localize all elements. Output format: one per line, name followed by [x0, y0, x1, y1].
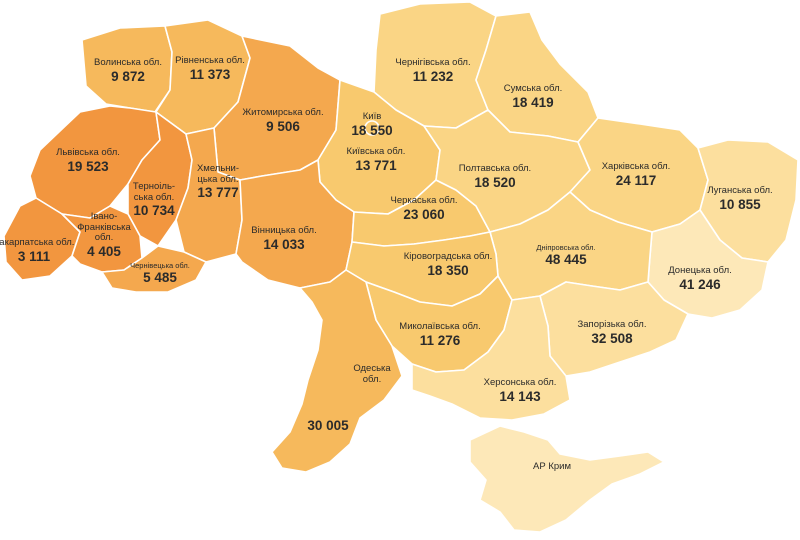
region-value: 41 246: [679, 276, 721, 292]
label-ternopil: Терноіль-ська обл. 10 734: [124, 181, 184, 219]
region-name: Терноіль-ська обл.: [132, 181, 176, 203]
region-khmelnytskyi[interactable]: [175, 127, 243, 263]
region-name: Донецька обл.: [668, 265, 732, 276]
region-value: 13 771: [355, 157, 397, 173]
label-lviv: Львівська обл. 19 523: [56, 147, 120, 174]
label-kherson: Херсонська обл. 14 143: [483, 377, 557, 404]
label-sumy: Сумська обл. 18 419: [503, 83, 563, 110]
region-value: 13 777: [197, 185, 239, 201]
label-chernihiv: Чернігівська обл. 11 232: [395, 57, 471, 84]
region-crimea[interactable]: [469, 425, 665, 533]
region-luhansk[interactable]: [697, 139, 799, 263]
label-crimea: АР Крим: [533, 461, 571, 473]
region-name: Хмельни-цька обл.: [196, 163, 240, 185]
region-name: Сумська обл.: [503, 83, 563, 94]
region-name: Одеська обл.: [353, 363, 391, 385]
label-zhytomyr: Житомирська обл. 9 506: [242, 107, 324, 134]
region-zakarpattia[interactable]: [3, 197, 81, 281]
region-name: Харківська обл.: [601, 161, 671, 172]
region-name: Львівська обл.: [56, 147, 120, 158]
label-zaporizhzhia: Запорізька обл. 32 508: [577, 319, 647, 346]
region-value: 18 419: [512, 94, 554, 110]
region-name: Чернігівська обл.: [395, 57, 471, 68]
label-mykolaiv: Миколаївська обл. 11 276: [399, 321, 481, 348]
label-kirovohrad: Кіровоградська обл. 18 350: [403, 251, 493, 278]
region-value: 11 373: [189, 66, 231, 82]
region-name: Волинська обл.: [94, 57, 162, 68]
label-poltava: Полтавська обл. 18 520: [458, 163, 532, 190]
region-value: 23 060: [403, 206, 445, 222]
region-name: Чернівецька обл.: [130, 261, 190, 270]
region-value: 4 405: [87, 243, 121, 259]
region-value: 14 033: [263, 236, 305, 252]
label-odesa: Одеська обл.: [352, 363, 392, 385]
label-kyiv-city: Київ 18 550: [351, 111, 393, 138]
region-name: Запорізька обл.: [577, 319, 647, 330]
label-zakarpattia: Закарпатська обл. 3 111: [0, 237, 75, 264]
region-value: 18 520: [474, 174, 516, 190]
region-value: 3 111: [17, 248, 51, 264]
region-value: 5 485: [143, 270, 177, 286]
label-chernivtsi: Чернівецька обл. 5 485: [130, 261, 190, 286]
region-value: 9 506: [266, 118, 300, 134]
region-name: Вінницька обл.: [251, 225, 317, 236]
region-value: 11 232: [412, 68, 454, 84]
region-value: 32 508: [591, 330, 633, 346]
label-dnipro: Дніпровська обл. 48 445: [536, 243, 596, 268]
label-ivano: Івано-Франківська обл. 4 405: [73, 211, 135, 259]
label-odesa-value: 30 005: [307, 418, 348, 433]
region-name: Черкаська обл.: [390, 195, 458, 206]
label-kharkiv: Харківська обл. 24 117: [601, 161, 671, 188]
region-name: Закарпатська обл.: [0, 237, 75, 248]
region-chernivtsi[interactable]: [101, 245, 207, 293]
label-luhansk: Луганська обл. 10 855: [707, 185, 773, 212]
region-name: Херсонська обл.: [483, 377, 557, 388]
region-name: Київська обл.: [346, 146, 406, 157]
label-rivne: Рівненська обл. 11 373: [175, 55, 245, 82]
region-name: Полтавська обл.: [458, 163, 532, 174]
region-value: 18 350: [427, 262, 469, 278]
region-value: 10 855: [719, 196, 761, 212]
region-value: 14 143: [499, 388, 541, 404]
region-odesa[interactable]: [271, 269, 403, 473]
region-value: 24 117: [615, 172, 657, 188]
region-name: Івано-Франківська обл.: [77, 211, 131, 244]
region-name: Миколаївська обл.: [399, 321, 481, 332]
region-value: 48 445: [545, 252, 587, 268]
region-value: 19 523: [67, 158, 109, 174]
region-name: АР Крим: [533, 461, 571, 472]
region-name: Житомирська обл.: [242, 107, 324, 118]
label-cherkasy: Черкаська обл. 23 060: [390, 195, 458, 222]
region-value: 9 872: [111, 68, 145, 84]
label-vinnytsia: Вінницька обл. 14 033: [251, 225, 317, 252]
region-name: Київ: [362, 111, 382, 122]
region-name: Кіровоградська обл.: [403, 251, 493, 262]
region-name: Луганська обл.: [707, 185, 773, 196]
label-kyiv-obl: Київська обл. 13 771: [346, 146, 406, 173]
label-volyn: Волинська обл. 9 872: [94, 57, 162, 84]
region-value: 18 550: [351, 122, 393, 138]
region-kherson[interactable]: [411, 295, 571, 421]
region-value: 10 734: [133, 203, 175, 219]
region-kyiv-city[interactable]: [364, 120, 380, 136]
label-donetsk: Донецька обл. 41 246: [668, 265, 732, 292]
region-value: 30 005: [307, 418, 349, 433]
label-khmelnytskyi: Хмельни-цька обл. 13 777: [188, 163, 248, 201]
region-name: Рівненська обл.: [175, 55, 245, 66]
region-name: Дніпровська обл.: [536, 243, 596, 252]
region-value: 11 276: [419, 332, 461, 348]
